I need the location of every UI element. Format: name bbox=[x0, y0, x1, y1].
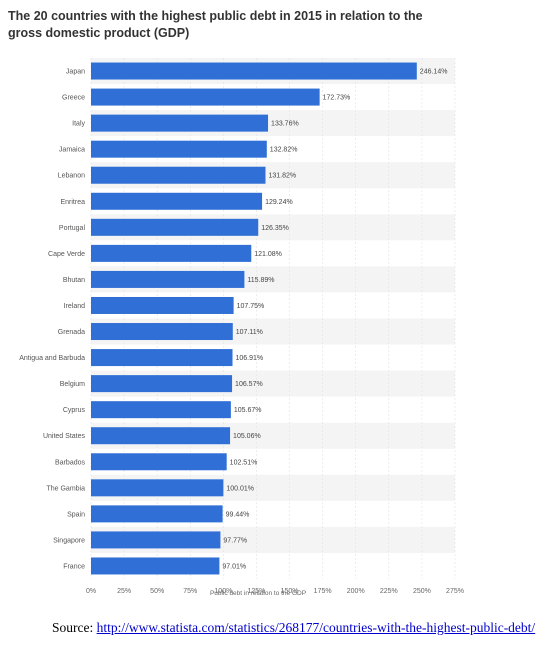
source-label: Source: bbox=[52, 620, 97, 635]
bar bbox=[91, 140, 267, 158]
value-label: 107.75% bbox=[237, 303, 265, 310]
bar bbox=[91, 114, 269, 132]
x-tick-label: 150% bbox=[281, 588, 299, 595]
category-label: Grenada bbox=[58, 329, 85, 336]
category-label: Enritrea bbox=[60, 199, 85, 206]
category-label: Portugal bbox=[59, 225, 86, 232]
bar bbox=[91, 244, 252, 262]
bar bbox=[91, 375, 233, 393]
source-line: Source: http://www.statista.com/statisti… bbox=[52, 620, 535, 636]
bar bbox=[91, 479, 224, 497]
category-label: Japan bbox=[66, 69, 85, 76]
value-label: 115.89% bbox=[247, 277, 274, 284]
bar bbox=[91, 505, 223, 523]
bar bbox=[91, 192, 263, 210]
value-label: 97.01% bbox=[222, 563, 246, 570]
category-labels: Japan Greece Italy Jamaica Lebanon Enritrea Po… bbox=[19, 69, 85, 571]
value-label: 100.01% bbox=[226, 485, 254, 492]
value-label: 99.44% bbox=[226, 511, 250, 518]
category-label: Cyprus bbox=[63, 407, 86, 414]
bar bbox=[91, 531, 221, 549]
bar bbox=[91, 401, 231, 419]
value-label: 106.91% bbox=[236, 355, 264, 362]
source-link[interactable]: http://www.statista.com/statistics/26817… bbox=[96, 620, 536, 635]
value-label: 246.14% bbox=[420, 69, 448, 76]
value-labels: 246.14% 172.73% 133.76% 132.82% 131.82% 129.2… bbox=[222, 69, 447, 571]
bar bbox=[91, 296, 234, 314]
x-tick-label: 275% bbox=[446, 588, 464, 595]
bars bbox=[91, 62, 417, 575]
category-label: Belgium bbox=[60, 381, 85, 388]
bar bbox=[91, 427, 231, 445]
category-label: Italy bbox=[72, 121, 85, 128]
category-label: Bhutan bbox=[63, 277, 85, 284]
value-label: 131.82% bbox=[268, 173, 296, 180]
value-label: 126.35% bbox=[261, 225, 289, 232]
category-label: Lebanon bbox=[58, 173, 85, 180]
value-label: 133.76% bbox=[271, 121, 299, 128]
category-label: The Gambia bbox=[46, 485, 85, 492]
bar bbox=[91, 453, 227, 471]
category-label: Ireland bbox=[64, 303, 86, 310]
bar bbox=[91, 349, 233, 367]
x-tick-label: 175% bbox=[314, 588, 332, 595]
chart-title: The 20 countries with the highest public… bbox=[8, 9, 423, 40]
category-label: Greece bbox=[62, 95, 85, 102]
x-tick-label: 100% bbox=[214, 588, 232, 595]
category-label: Antigua and Barbuda bbox=[19, 355, 85, 362]
value-label: 172.73% bbox=[323, 95, 351, 102]
x-tick-label: 25% bbox=[117, 588, 131, 595]
value-label: 107.11% bbox=[236, 329, 263, 336]
value-label: 105.06% bbox=[233, 433, 261, 440]
bar bbox=[91, 323, 233, 341]
value-label: 132.82% bbox=[270, 147, 298, 154]
x-axis-label: Public debt in relation to the GDP bbox=[210, 590, 306, 597]
bar bbox=[91, 88, 320, 106]
category-label: Cape Verde bbox=[48, 251, 85, 258]
category-label: Spain bbox=[67, 511, 85, 518]
x-tick-label: 75% bbox=[183, 588, 197, 595]
bar bbox=[91, 557, 220, 575]
category-label: Jamaica bbox=[59, 147, 85, 154]
bar-chart: Japan Greece Italy Jamaica Lebanon Enritrea Po… bbox=[19, 58, 464, 597]
value-label: 121.08% bbox=[254, 251, 282, 258]
value-label: 97.77% bbox=[223, 537, 247, 544]
x-tick-label: 125% bbox=[248, 588, 266, 595]
value-label: 106.57% bbox=[235, 381, 263, 388]
value-label: 105.67% bbox=[234, 407, 262, 414]
x-tick-label: 200% bbox=[347, 588, 365, 595]
x-tick-label: 250% bbox=[413, 588, 431, 595]
bar bbox=[91, 62, 417, 80]
value-label: 129.24% bbox=[265, 199, 293, 206]
x-tick-label: 225% bbox=[380, 588, 398, 595]
bar bbox=[91, 166, 266, 184]
bar bbox=[91, 270, 245, 288]
value-label: 102.51% bbox=[230, 459, 258, 466]
x-tick-labels: 0% 25% 50% 75% 100% 125% 150% 175% 200% 225% 250% 2… bbox=[86, 588, 464, 595]
x-tick-label: 0% bbox=[86, 588, 96, 595]
bar bbox=[91, 218, 259, 236]
category-label: Singapore bbox=[53, 537, 85, 544]
x-tick-label: 50% bbox=[150, 588, 164, 595]
category-label: France bbox=[63, 563, 85, 570]
grid-lines bbox=[90, 58, 456, 579]
category-label: United States bbox=[43, 433, 86, 440]
category-label: Barbados bbox=[55, 459, 85, 466]
